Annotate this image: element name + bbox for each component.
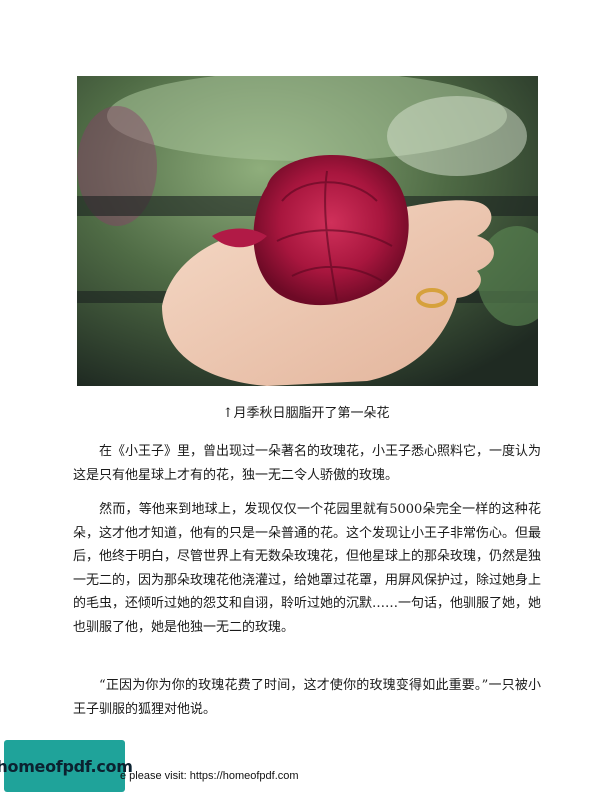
- rose-in-hand-photo: [77, 76, 538, 386]
- logo-text: homeofpdf.com: [0, 756, 133, 776]
- paragraph-text: 在《小王子》里，曾出现过一朵著名的玫瑰花，小王子悉心照料它，一度认为这是只有他星…: [73, 444, 542, 483]
- figure-caption: ↑月季秋日胭脂开了第一朵花: [222, 406, 390, 421]
- paragraph: 然而，等他来到地球上，发现仅仅一个花园里就有5000朵完全一样的这种花朵，这才他…: [73, 498, 541, 639]
- paragraph: 在《小王子》里，曾出现过一朵著名的玫瑰花，小王子悉心照料它，一度认为这是只有他星…: [73, 440, 541, 487]
- paragraph-text: “正因为你为你的玫瑰花费了时间，这才使你的玫瑰变得如此重要。”一只被小王子驯服的…: [73, 678, 541, 717]
- rose-photo: [77, 76, 538, 386]
- paragraph: “正因为你为你的玫瑰花费了时间，这才使你的玫瑰变得如此重要。”一只被小王子驯服的…: [73, 674, 541, 721]
- site-logo[interactable]: homeofpdf.com: [0, 740, 133, 792]
- footer-link[interactable]: e please visit: https://homeofpdf.com: [120, 770, 299, 782]
- paragraph-text: 然而，等他来到地球上，发现仅仅一个花园里就有5000朵完全一样的这种花朵，这才他…: [73, 502, 542, 635]
